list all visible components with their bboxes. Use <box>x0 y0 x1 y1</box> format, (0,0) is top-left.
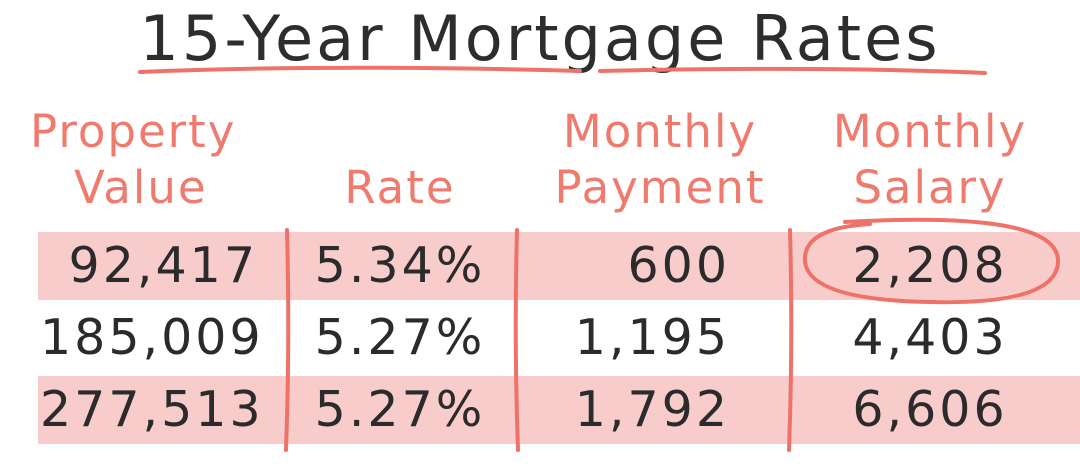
header-rate: Rate <box>300 104 500 216</box>
header-line: Salary <box>853 161 1007 214</box>
header-line: Payment <box>554 161 766 214</box>
table-cell: 600 <box>627 237 730 294</box>
header-line: Value <box>74 161 208 214</box>
header-monthly-salary: Monthly Salary <box>800 104 1060 216</box>
table-cell: 1,195 <box>574 309 730 366</box>
table-cell: 185,009 <box>40 309 264 366</box>
header-line: Monthly <box>562 105 758 158</box>
table-cell: 1,792 <box>574 381 730 438</box>
column-divider <box>513 228 520 452</box>
header-property-value: Property Value <box>30 104 270 216</box>
column-divider <box>787 228 794 452</box>
table-title: 15-Year Mortgage Rates <box>139 2 941 75</box>
table-cell: 6,606 <box>852 381 1008 438</box>
column-divider <box>284 228 291 452</box>
table-cell: 92,417 <box>68 237 258 294</box>
header-line: Property <box>30 105 237 158</box>
table-cell: 277,513 <box>40 381 264 438</box>
row-highlight-band <box>38 232 1080 300</box>
table-cell: 2,208 <box>852 237 1008 294</box>
highlight-circle <box>802 217 1061 305</box>
table-cell: 4,403 <box>852 309 1008 366</box>
header-line: Rate <box>344 161 456 214</box>
header-monthly-payment: Monthly Payment <box>535 104 785 216</box>
header-line: Monthly <box>832 105 1028 158</box>
table-cell: 5.34% <box>314 237 486 294</box>
row-highlight-band <box>38 376 1080 444</box>
table-cell: 5.27% <box>314 309 486 366</box>
table-cell: 5.27% <box>314 381 486 438</box>
